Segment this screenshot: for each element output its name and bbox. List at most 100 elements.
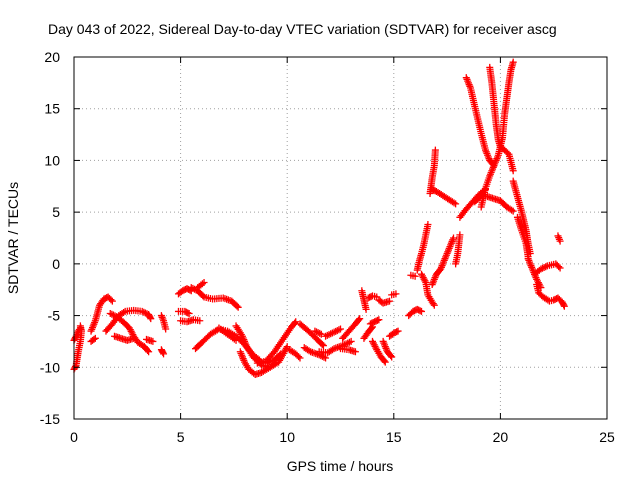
data-point-markers bbox=[174, 285, 195, 298]
data-point-markers bbox=[375, 296, 394, 307]
data-series bbox=[142, 335, 157, 345]
data-series bbox=[379, 337, 396, 361]
x-axis-label: GPS time / hours bbox=[287, 458, 394, 474]
chart-title: Day 043 of 2022, Sidereal Day-to-day VTE… bbox=[48, 21, 557, 37]
data-point-markers bbox=[405, 305, 426, 320]
data-series bbox=[87, 293, 116, 335]
data-point-markers bbox=[513, 213, 532, 261]
data-point-markers bbox=[111, 332, 138, 344]
data-point-markers bbox=[142, 335, 157, 345]
data-series bbox=[174, 285, 195, 298]
data-point-markers bbox=[471, 192, 517, 215]
y-tick-label: -15 bbox=[40, 411, 60, 427]
data-series bbox=[513, 213, 532, 261]
data-point-markers bbox=[174, 307, 193, 318]
data-series bbox=[106, 310, 153, 356]
data-point-markers bbox=[87, 334, 99, 345]
data-point-markers bbox=[157, 312, 170, 333]
grid bbox=[74, 57, 607, 419]
data-series bbox=[360, 323, 376, 342]
data-point-markers bbox=[366, 316, 383, 328]
data-point-markers bbox=[339, 315, 364, 342]
x-tick-label: 25 bbox=[599, 429, 615, 445]
data-series bbox=[486, 63, 517, 175]
data-series bbox=[407, 271, 419, 280]
y-tick-label: -5 bbox=[48, 308, 61, 324]
plot-frame bbox=[73, 56, 608, 420]
data-series bbox=[405, 305, 426, 320]
data-series bbox=[253, 318, 300, 367]
data-series bbox=[194, 278, 208, 292]
data-point-markers bbox=[386, 327, 402, 340]
x-tick-label: 20 bbox=[493, 429, 509, 445]
data-point-markers bbox=[337, 345, 359, 356]
data-point-markers bbox=[407, 271, 419, 280]
data-point-markers bbox=[533, 281, 568, 310]
data-point-markers bbox=[106, 310, 153, 356]
data-series bbox=[366, 316, 383, 328]
data-point-markers bbox=[413, 221, 432, 274]
data-point-markers bbox=[157, 346, 168, 358]
data-series bbox=[311, 327, 325, 338]
data-series bbox=[554, 232, 564, 245]
data-series bbox=[174, 307, 193, 318]
data-series bbox=[418, 270, 438, 309]
data-series bbox=[509, 177, 534, 258]
data-points bbox=[70, 58, 568, 379]
data-series bbox=[428, 185, 460, 208]
data-point-markers bbox=[177, 316, 204, 326]
data-series bbox=[452, 231, 464, 268]
y-tick-label: -10 bbox=[40, 359, 60, 375]
data-series bbox=[296, 320, 327, 350]
data-point-markers bbox=[428, 234, 457, 289]
data-series bbox=[157, 312, 170, 333]
data-point-markers bbox=[486, 63, 517, 175]
data-point-markers bbox=[285, 346, 304, 362]
data-series bbox=[462, 74, 498, 170]
data-series bbox=[413, 221, 432, 274]
data-series bbox=[364, 292, 381, 302]
data-point-markers bbox=[379, 337, 396, 361]
data-point-markers bbox=[358, 287, 370, 313]
data-point-markers bbox=[215, 324, 240, 344]
data-series bbox=[386, 327, 402, 340]
data-series bbox=[428, 234, 457, 289]
data-point-markers bbox=[194, 278, 208, 292]
data-point-markers bbox=[509, 177, 534, 258]
data-series bbox=[531, 260, 564, 278]
data-series bbox=[358, 287, 370, 313]
data-series bbox=[157, 346, 168, 358]
data-series bbox=[177, 316, 204, 326]
x-tick-label: 5 bbox=[177, 429, 185, 445]
data-series bbox=[375, 296, 394, 307]
data-point-markers bbox=[364, 292, 381, 302]
data-series bbox=[262, 350, 285, 367]
data-series bbox=[87, 334, 99, 345]
data-point-markers bbox=[388, 290, 400, 299]
data-point-markers bbox=[418, 270, 438, 309]
y-tick-label: 5 bbox=[52, 204, 60, 220]
data-point-markers bbox=[531, 260, 564, 278]
data-point-markers bbox=[187, 284, 242, 311]
data-point-markers bbox=[322, 325, 344, 340]
y-tick-label: 20 bbox=[44, 49, 60, 65]
data-point-markers bbox=[296, 320, 327, 350]
data-series bbox=[187, 284, 242, 311]
data-series bbox=[111, 332, 138, 344]
y-tick-label: 0 bbox=[52, 256, 60, 272]
data-series bbox=[337, 345, 359, 356]
data-point-markers bbox=[311, 327, 325, 338]
x-tick-label: 10 bbox=[279, 429, 295, 445]
data-point-markers bbox=[452, 231, 464, 268]
x-tick-label: 15 bbox=[386, 429, 402, 445]
data-point-markers bbox=[236, 348, 274, 379]
data-series bbox=[533, 281, 568, 310]
data-series bbox=[236, 348, 274, 379]
y-tick-label: 10 bbox=[44, 152, 60, 168]
data-point-markers bbox=[262, 350, 285, 367]
data-series bbox=[388, 290, 400, 299]
data-series bbox=[215, 324, 240, 344]
y-tick-label: 15 bbox=[44, 101, 60, 117]
y-axis-label: SDTVAR / TECUs bbox=[5, 182, 21, 294]
